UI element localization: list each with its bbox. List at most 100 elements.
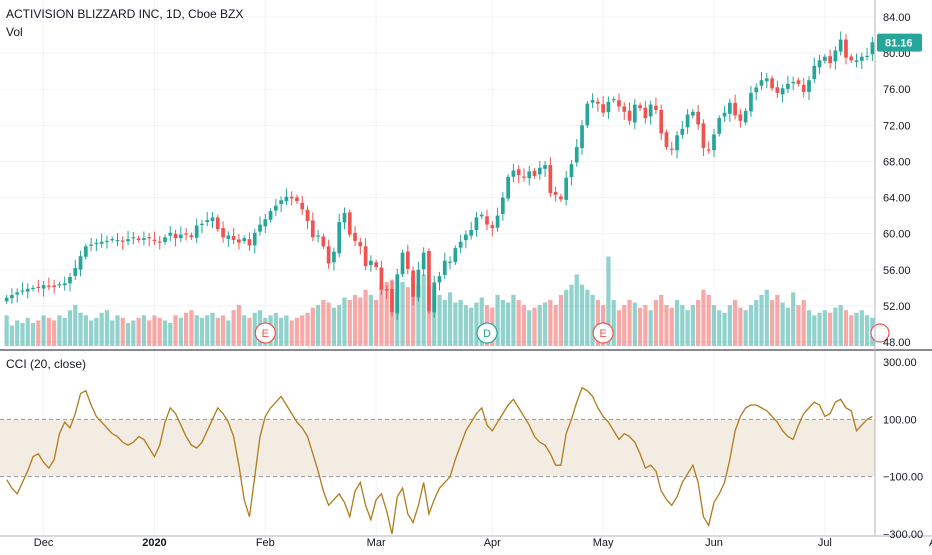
cci-tick-label: 100.00 [883, 414, 917, 426]
candle-body [405, 251, 410, 269]
candle-body [675, 135, 679, 151]
candle-body [485, 216, 489, 225]
candle-body [305, 209, 310, 222]
volume-bar [141, 315, 146, 346]
volume-bar [738, 307, 743, 346]
volume-bar [643, 305, 648, 346]
volume-bar [775, 294, 780, 346]
volume-bar [516, 300, 521, 346]
candle-body [464, 234, 468, 241]
volume-bar [685, 310, 690, 346]
candle-body [68, 277, 72, 284]
volume-bar [326, 302, 331, 346]
candle-body [791, 82, 796, 84]
candle-body [263, 219, 268, 227]
candle-body [31, 287, 35, 290]
candle-body [717, 118, 722, 134]
volume-bar [36, 320, 41, 346]
volume-bar [632, 302, 637, 346]
price-tick-label: 60.00 [883, 229, 911, 241]
price-tick-label: 76.00 [883, 84, 911, 96]
volume-bar [474, 302, 479, 346]
volume-bar [748, 305, 754, 346]
candle-body [4, 297, 9, 302]
candle-body [279, 200, 283, 205]
volume-bar [73, 305, 78, 346]
cci-line [6, 386, 873, 535]
volume-bar [289, 320, 294, 346]
volume-bar [52, 320, 57, 346]
volume-bar [611, 300, 616, 346]
volume-bar [442, 300, 447, 346]
time-tick-label: Jun [705, 537, 723, 549]
candle-body [62, 283, 67, 286]
volume-bar [791, 292, 796, 346]
candle-body [870, 42, 875, 55]
candle-body [833, 50, 838, 62]
price-tick-label: 72.00 [883, 120, 911, 132]
volume-bar [363, 289, 368, 346]
volume-bar [9, 325, 15, 346]
cci-band-layer [0, 418, 875, 478]
volume-bar [817, 312, 822, 346]
candle-body [743, 110, 748, 123]
candle-body [131, 237, 136, 239]
volume-layer [4, 256, 875, 346]
volume-bar [659, 294, 664, 346]
volume-bar [405, 287, 410, 346]
candle-body [696, 111, 701, 125]
candle-body [189, 235, 194, 238]
volume-bar [78, 312, 83, 346]
volume-bar [15, 320, 20, 346]
candle-body [622, 106, 627, 112]
candle-body [363, 246, 368, 267]
candle-body [680, 128, 685, 135]
volume-bar [178, 317, 183, 346]
volume-legend: Vol [6, 25, 23, 39]
candle-body [775, 87, 780, 93]
volume-bar [453, 302, 458, 346]
price-tick-label: 56.00 [883, 265, 911, 277]
candle-body [495, 215, 500, 228]
candle-body [844, 39, 848, 58]
candle-body [838, 39, 843, 52]
cci-tick-label: 300.00 [883, 357, 917, 369]
volume-bar [252, 312, 257, 346]
candle-body [163, 237, 167, 243]
candle-body [543, 165, 547, 169]
volume-bar [337, 305, 342, 346]
candle-body [36, 286, 41, 288]
candle-body [532, 170, 537, 176]
volume-bar [342, 297, 347, 346]
volume-bar [669, 307, 674, 346]
volume-bar [352, 294, 358, 346]
volume-bar [801, 300, 806, 346]
candle-body [664, 132, 669, 147]
volume-bar [833, 307, 838, 346]
cci-legend: CCI (20, close) [6, 357, 87, 371]
candle-body [316, 235, 320, 237]
volume-bar [347, 300, 352, 346]
candle-body [73, 267, 78, 276]
event-marker-label: E [262, 328, 269, 340]
candle-body [722, 112, 727, 117]
time-tick-label: Mar [367, 537, 386, 549]
candle-body [553, 191, 558, 195]
candle-body [332, 251, 336, 263]
time-tick-label: Jul [818, 537, 832, 549]
event-marker [476, 322, 498, 344]
volume-bar [416, 284, 421, 346]
candle-body [823, 56, 827, 61]
candle-body [47, 285, 51, 287]
volume-bar [205, 315, 210, 346]
volume-bar [785, 307, 791, 346]
volume-bar [115, 315, 120, 346]
volume-bar [706, 294, 711, 346]
candle-body [369, 260, 373, 266]
candle-body [564, 177, 569, 200]
volume-bar [426, 284, 432, 346]
volume-bar [247, 317, 252, 346]
candle-body [596, 101, 600, 104]
candle-body [669, 148, 674, 150]
